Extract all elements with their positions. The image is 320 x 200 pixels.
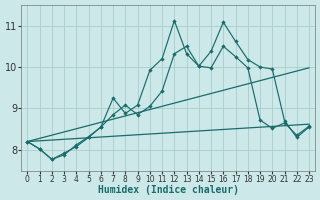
X-axis label: Humidex (Indice chaleur): Humidex (Indice chaleur): [98, 185, 239, 195]
